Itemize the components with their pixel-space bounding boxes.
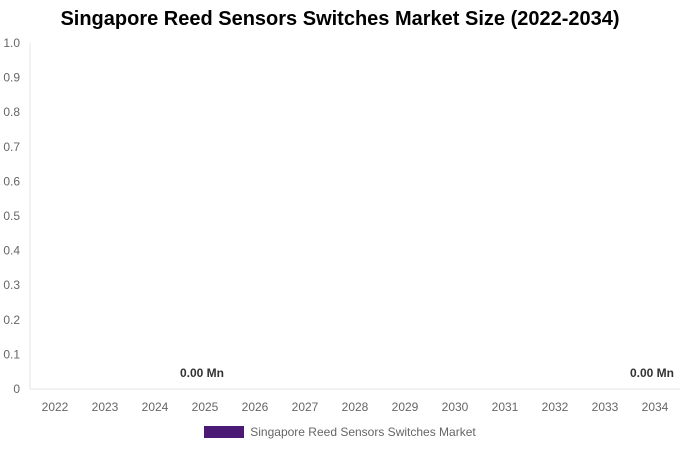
x-tick-label: 2025 bbox=[192, 400, 219, 414]
y-tick-label: 0.4 bbox=[3, 244, 20, 258]
x-tick-label: 2028 bbox=[342, 400, 369, 414]
x-tick-label: 2023 bbox=[92, 400, 119, 414]
x-tick-label: 2022 bbox=[42, 400, 69, 414]
x-tick-label: 2029 bbox=[392, 400, 419, 414]
x-tick-label: 2033 bbox=[592, 400, 619, 414]
x-tick-label: 2027 bbox=[292, 400, 319, 414]
data-label: 0.00 Mn bbox=[630, 366, 674, 380]
y-tick-label: 1.0 bbox=[3, 36, 20, 50]
x-tick-label: 2030 bbox=[442, 400, 469, 414]
legend: Singapore Reed Sensors Switches Market bbox=[0, 425, 680, 439]
y-tick-label: 0 bbox=[13, 382, 20, 396]
y-tick-label: 0.3 bbox=[3, 278, 20, 292]
x-tick-label: 2031 bbox=[492, 400, 519, 414]
chart-title: Singapore Reed Sensors Switches Market S… bbox=[60, 8, 620, 30]
x-tick-label: 2024 bbox=[142, 400, 169, 414]
legend-label: Singapore Reed Sensors Switches Market bbox=[250, 425, 476, 439]
legend-swatch bbox=[204, 426, 245, 438]
y-tick-label: 0.5 bbox=[3, 209, 20, 223]
x-tick-label: 2026 bbox=[242, 400, 269, 414]
data-label: 0.00 Mn bbox=[180, 366, 224, 380]
x-tick-label: 2034 bbox=[642, 400, 669, 414]
y-tick-label: 0.9 bbox=[3, 71, 20, 85]
y-tick-label: 0.7 bbox=[3, 140, 20, 154]
y-tick-label: 0.2 bbox=[3, 313, 20, 327]
x-tick-label: 2032 bbox=[542, 400, 569, 414]
y-tick-label: 0.6 bbox=[3, 174, 20, 188]
y-tick-label: 0.1 bbox=[3, 347, 20, 361]
y-tick-label: 0.8 bbox=[3, 105, 20, 119]
